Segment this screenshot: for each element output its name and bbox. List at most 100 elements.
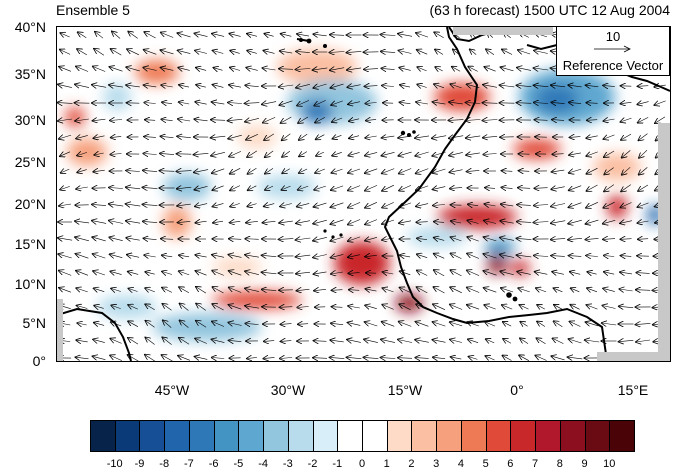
wind-vector <box>297 289 310 290</box>
wind-vector <box>383 288 394 292</box>
wind-vector <box>109 204 124 206</box>
colorbar-tick-label: 1 <box>383 458 390 470</box>
wind-vector <box>400 271 411 275</box>
wind-vector <box>520 305 529 309</box>
wind-vector <box>467 254 480 259</box>
wind-vector <box>196 304 206 311</box>
wind-vector <box>195 255 207 257</box>
wind-vector <box>568 357 583 359</box>
wind-vector <box>434 270 445 277</box>
wind-vector <box>399 168 412 174</box>
wind-vector <box>502 50 513 55</box>
wind-vector <box>111 136 122 137</box>
reference-vector-magnitude: 10 <box>605 29 621 44</box>
colorbar-swatch <box>238 420 265 452</box>
colorbar-swatch <box>312 420 339 452</box>
wind-vector <box>553 338 564 344</box>
wind-vector <box>313 220 327 224</box>
wind-vector <box>163 304 172 311</box>
wind-vector <box>94 306 104 309</box>
wind-vector <box>60 186 70 189</box>
wind-vector <box>434 287 445 294</box>
wind-vector <box>126 238 140 240</box>
wind-vector <box>144 32 156 39</box>
wind-vector <box>517 85 532 86</box>
colorbar-tick-label: 0 <box>358 458 366 470</box>
wind-vector <box>638 117 649 122</box>
wind-vector <box>365 168 378 173</box>
wind-vector <box>349 136 360 139</box>
wind-vector <box>76 271 89 276</box>
wind-vector <box>298 324 309 325</box>
wind-vector <box>280 307 293 308</box>
wind-vector <box>314 186 326 190</box>
wind-vector <box>569 202 582 208</box>
latitude-tick-label: 20°N <box>14 196 46 212</box>
wind-vector <box>417 50 428 54</box>
wind-vector <box>552 272 564 275</box>
wind-vector <box>587 288 598 292</box>
wind-vector <box>434 84 445 88</box>
islands <box>299 38 518 302</box>
wind-vector <box>179 85 190 87</box>
wind-vector <box>92 237 106 241</box>
wind-vector <box>655 116 666 123</box>
wind-vector <box>143 204 158 205</box>
wind-vector <box>177 136 191 137</box>
wind-vector <box>586 238 599 239</box>
wind-vector <box>94 288 105 291</box>
wind-vector <box>636 273 650 274</box>
wind-vector <box>551 187 565 190</box>
wind-vector <box>245 255 259 257</box>
anomaly-blob <box>237 125 277 149</box>
wind-vector <box>246 134 259 139</box>
wind-vector <box>483 85 497 88</box>
wind-vector <box>551 85 566 87</box>
wind-vector <box>194 170 209 173</box>
wind-vector <box>126 204 141 206</box>
wind-vector <box>486 49 495 55</box>
wind-vector <box>313 68 328 70</box>
wind-vector <box>570 305 580 310</box>
wind-vector <box>503 339 512 343</box>
wind-vector <box>110 355 123 361</box>
wind-vector <box>449 102 463 104</box>
longitude-tick-label: 0° <box>510 382 524 398</box>
wind-vector <box>282 186 291 190</box>
wind-vector <box>348 169 361 173</box>
wind-vector <box>59 271 72 276</box>
wind-vector <box>264 34 274 37</box>
longitude-tick-label: 15°E <box>617 382 649 398</box>
wind-vector <box>78 32 87 38</box>
wind-vector <box>366 119 377 120</box>
wind-vector <box>75 237 89 241</box>
wind-vector <box>262 102 277 105</box>
wind-vector <box>178 356 191 361</box>
wind-vector <box>365 103 377 104</box>
colorbar-tick-label: 4 <box>457 458 464 470</box>
wind-vector <box>281 116 292 123</box>
wind-vector <box>570 322 581 327</box>
wind-vector <box>161 239 174 240</box>
wind-vector <box>382 202 394 207</box>
wind-vector <box>551 356 565 360</box>
wind-vector <box>264 204 275 207</box>
wind-vector <box>195 357 208 360</box>
wind-vector <box>195 33 208 36</box>
wind-vector <box>503 356 512 361</box>
wind-vector <box>279 69 294 70</box>
wind-vector <box>127 49 140 56</box>
wind-vector <box>537 338 546 345</box>
wind-vector <box>247 51 257 54</box>
wind-vector <box>604 150 615 157</box>
wind-vector <box>111 49 122 56</box>
wind-vector <box>365 185 378 190</box>
wind-vector <box>399 221 412 223</box>
wind-vector <box>586 256 598 257</box>
wind-vector <box>570 137 581 138</box>
wind-vector <box>415 358 429 359</box>
shaded-anomaly-field <box>65 49 663 341</box>
wind-vector <box>434 32 444 38</box>
wind-vector <box>213 287 224 294</box>
wind-vector <box>332 118 343 122</box>
